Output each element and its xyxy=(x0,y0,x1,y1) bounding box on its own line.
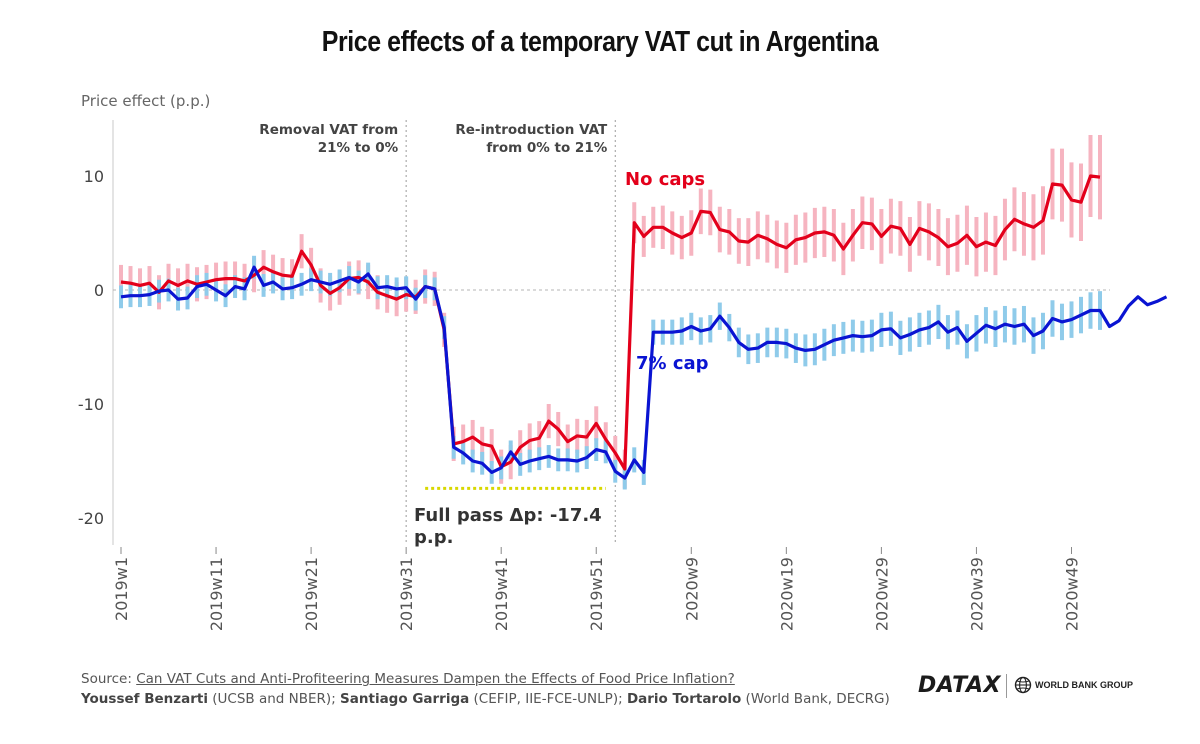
full-pass-label: Full pass Δp: -17.4 xyxy=(414,505,602,526)
event-label: from 0% to 21% xyxy=(486,140,607,156)
axes: Price effect (p.p.) 10 0 -10 -20 2019w1 2019w1… xyxy=(78,92,1110,631)
x-tick-label: 2019w1 xyxy=(112,557,131,621)
series-lines xyxy=(120,174,1168,480)
datax-logo: DATAX xyxy=(918,673,1001,698)
x-tick-label: 2019w41 xyxy=(492,557,511,631)
authors-line: Youssef Benzarti (UCSB and NBER); Santia… xyxy=(81,691,890,707)
author-affiliation: (UCSB and NBER); xyxy=(207,691,341,707)
y-tick-label: 0 xyxy=(94,281,104,300)
y-tick-label: -10 xyxy=(78,395,104,414)
x-tick-label: 2019w31 xyxy=(397,557,416,631)
confidence-intervals xyxy=(119,134,1102,490)
x-tick-label: 2020w19 xyxy=(777,557,796,631)
x-tick-label: 2020w49 xyxy=(1062,557,1081,631)
full-pass-label: p.p. xyxy=(414,527,453,548)
x-tick-label: 2020w9 xyxy=(682,557,701,621)
x-tick-label: 2020w39 xyxy=(967,557,986,631)
event-label: Re-introduction VAT xyxy=(455,122,608,138)
event-label: Removal VAT from xyxy=(259,122,398,138)
author-name: Youssef Benzarti xyxy=(81,691,208,707)
event-label: 21% to 0% xyxy=(318,140,399,156)
y-tick-label: -20 xyxy=(78,509,104,528)
author-affiliation: (CEFIP, IIE-FCE-UNLP); xyxy=(469,691,627,707)
chart-title: Price effects of a temporary VAT cut in … xyxy=(321,26,879,58)
source-prefix: Source: xyxy=(81,671,137,687)
x-tick-label: 2019w51 xyxy=(587,557,606,631)
source-link[interactable]: Can VAT Cuts and Anti-Profiteering Measu… xyxy=(136,671,735,687)
x-tick-label: 2019w11 xyxy=(207,557,226,631)
author-affiliation: (World Bank, DECRG) xyxy=(741,691,890,707)
series-line xyxy=(120,265,1168,480)
world-bank-text: WORLD BANK GROUP xyxy=(1035,680,1133,690)
logo-divider xyxy=(1006,674,1007,698)
author-name: Dario Tortarolo xyxy=(626,691,742,707)
y-axis-label: Price effect (p.p.) xyxy=(81,92,210,110)
series-label-7-cap: 7% cap xyxy=(636,353,709,374)
x-tick-label: 2020w29 xyxy=(872,557,891,631)
y-tick-label: 10 xyxy=(84,167,104,186)
author-name: Santiago Garriga xyxy=(340,691,470,707)
globe-icon xyxy=(1014,676,1032,694)
series-line xyxy=(120,174,1101,471)
series-label-no-caps: No caps xyxy=(625,169,705,190)
source-line: Source: Can VAT Cuts and Anti-Profiteeri… xyxy=(81,671,735,687)
world-bank-logo: WORLD BANK GROUP xyxy=(1014,676,1133,694)
annotations: Removal VAT from 21% to 0% Re-introduction… xyxy=(259,122,708,548)
x-tick-label: 2019w21 xyxy=(302,557,321,631)
